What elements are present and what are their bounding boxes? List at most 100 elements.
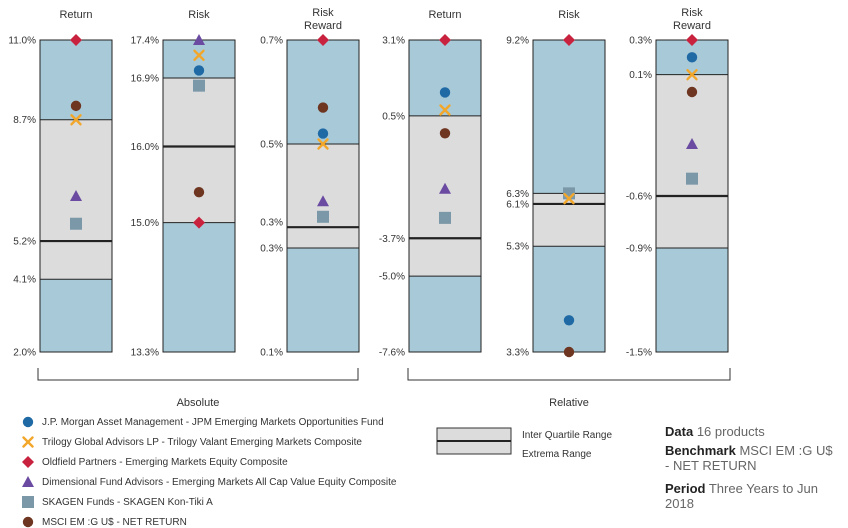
point-jpm [563,315,575,326]
point-dimensional-shape [193,34,205,45]
tick-label: 0.5% [260,140,283,151]
tick-label: 2.0% [13,348,36,359]
group-absolute-line [37,368,359,381]
legend-marker [22,436,34,448]
legend-label: J.P. Morgan Asset Management - JPM Emerg… [42,416,384,428]
legend-marker [22,496,34,508]
tick-label: 0.7% [260,36,283,47]
point-oldfield-shape [193,216,205,229]
point-msci-shape [70,100,82,112]
point-skagen [193,79,205,92]
panel-5: Risk 9.2% 6.3%6.1% 5.3% 3.3% [506,9,606,359]
tick-label: 0.3% [260,244,283,255]
tick-label: -7.6% [379,348,405,359]
tick-label: -0.6% [626,192,652,203]
point-jpm-shape [563,315,575,326]
info-benchmark-value: MSCI EM :G U$ - NET RETURN [665,443,833,473]
legend-item-trilogy: Trilogy Global Advisors LP - Trilogy Val… [22,436,362,448]
circle-icon [22,516,34,528]
point-msci-shape [439,128,451,139]
tick-label: 5.2% [13,237,36,248]
point-msci [686,86,698,98]
legend-item-jpm: J.P. Morgan Asset Management - JPM Emerg… [22,416,384,428]
point-dimensional-shape [317,195,329,207]
tick-label: -1.5% [626,348,652,359]
legend-label: Dimensional Fund Advisors - Emerging Mar… [42,476,397,488]
group-absolute: Absolute [37,368,359,409]
point-skagen-shape [70,217,82,230]
point-trilogy [439,104,451,116]
tick-label: 11.0% [8,36,36,47]
legend-label: MSCI EM :G U$ - NET RETURN [42,516,187,528]
legend-label: Oldfield Partners - Emerging Markets Equ… [42,456,288,468]
group-relative-line [407,368,731,381]
tick-label: 3.3% [506,348,529,359]
legend-item-skagen: SKAGEN Funds - SKAGEN Kon-Tiki A [22,496,213,508]
point-oldfield-shape [686,34,698,46]
point-msci [70,100,82,112]
point-oldfield-shape [439,34,451,46]
point-msci-shape [686,86,698,98]
iqr-box [533,193,605,247]
tick-label: 5.3% [506,242,529,253]
point-trilogy-stroke-b [439,104,451,116]
tick-label: 0.1% [260,348,283,359]
legend-label: Trilogy Global Advisors LP - Trilogy Val… [42,436,362,448]
point-jpm-shape [193,65,205,76]
point-dimensional [193,34,205,45]
point-dimensional [317,195,329,207]
point-jpm-shape [317,128,329,139]
point-trilogy [317,138,329,150]
legend-marker [22,476,34,487]
point-oldfield [70,34,82,46]
tick-label: 15.0% [131,218,159,229]
info-period-label: Period [665,481,706,496]
point-jpm [193,65,205,76]
tick-label: 0.3% [260,218,283,229]
point-trilogy-stroke-b [193,49,205,61]
point-trilogy [70,114,82,126]
group-absolute-label: Absolute [177,397,220,409]
info-data-label: Data [665,424,694,439]
point-msci-shape [317,102,329,113]
iqr-box [163,78,235,223]
legend-marker [22,416,34,428]
point-oldfield [317,34,329,46]
point-skagen [317,210,329,223]
legend-item-dimensional: Dimensional Fund Advisors - Emerging Mar… [22,476,396,488]
point-dimensional [686,138,698,149]
point-dimensional-shape [70,190,82,201]
legend-marker-shape [22,516,34,528]
point-skagen-shape [686,172,698,185]
point-msci [193,186,205,198]
point-jpm [686,52,698,63]
point-oldfield-shape [563,34,575,46]
point-skagen-shape [317,210,329,223]
tick-label: 0.3% [629,36,652,47]
point-jpm-shape [439,87,451,98]
point-msci [563,346,575,358]
point-oldfield-shape [70,34,82,46]
circle-icon [22,416,34,428]
point-trilogy [193,49,205,61]
tick-label: -0.9% [626,244,652,255]
panel-title: Risk [681,7,703,19]
legend-marker-stroke-b [22,436,34,448]
panel-title: Reward [673,20,711,32]
panel-title: Reward [304,20,342,32]
point-skagen-shape [439,211,451,224]
key-extrema-label: Extrema Range [522,449,592,460]
point-oldfield [193,216,205,229]
point-msci-shape [193,186,205,198]
tick-label: -3.7% [379,234,405,245]
legend-marker-shape [22,456,34,468]
panel-1: Return 11.0% 8.7% 5.2% 4.1% 2.0% [8,9,113,359]
legend-item-msci: MSCI EM :G U$ - NET RETURN [22,516,187,528]
legend-marker [22,456,34,468]
point-trilogy [563,192,575,205]
key-iqr-label: Inter Quartile Range [522,430,613,441]
tick-label: 6.1% [506,199,529,210]
